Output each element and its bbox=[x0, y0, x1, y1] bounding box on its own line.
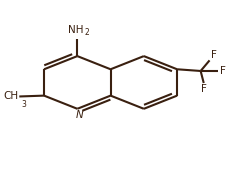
Text: 2: 2 bbox=[85, 28, 89, 37]
Text: F: F bbox=[201, 84, 207, 94]
Text: N: N bbox=[75, 110, 83, 120]
Text: F: F bbox=[211, 49, 217, 60]
Text: 3: 3 bbox=[22, 100, 27, 109]
Text: CH: CH bbox=[3, 91, 18, 101]
Text: NH: NH bbox=[68, 25, 84, 35]
Text: F: F bbox=[220, 66, 226, 76]
